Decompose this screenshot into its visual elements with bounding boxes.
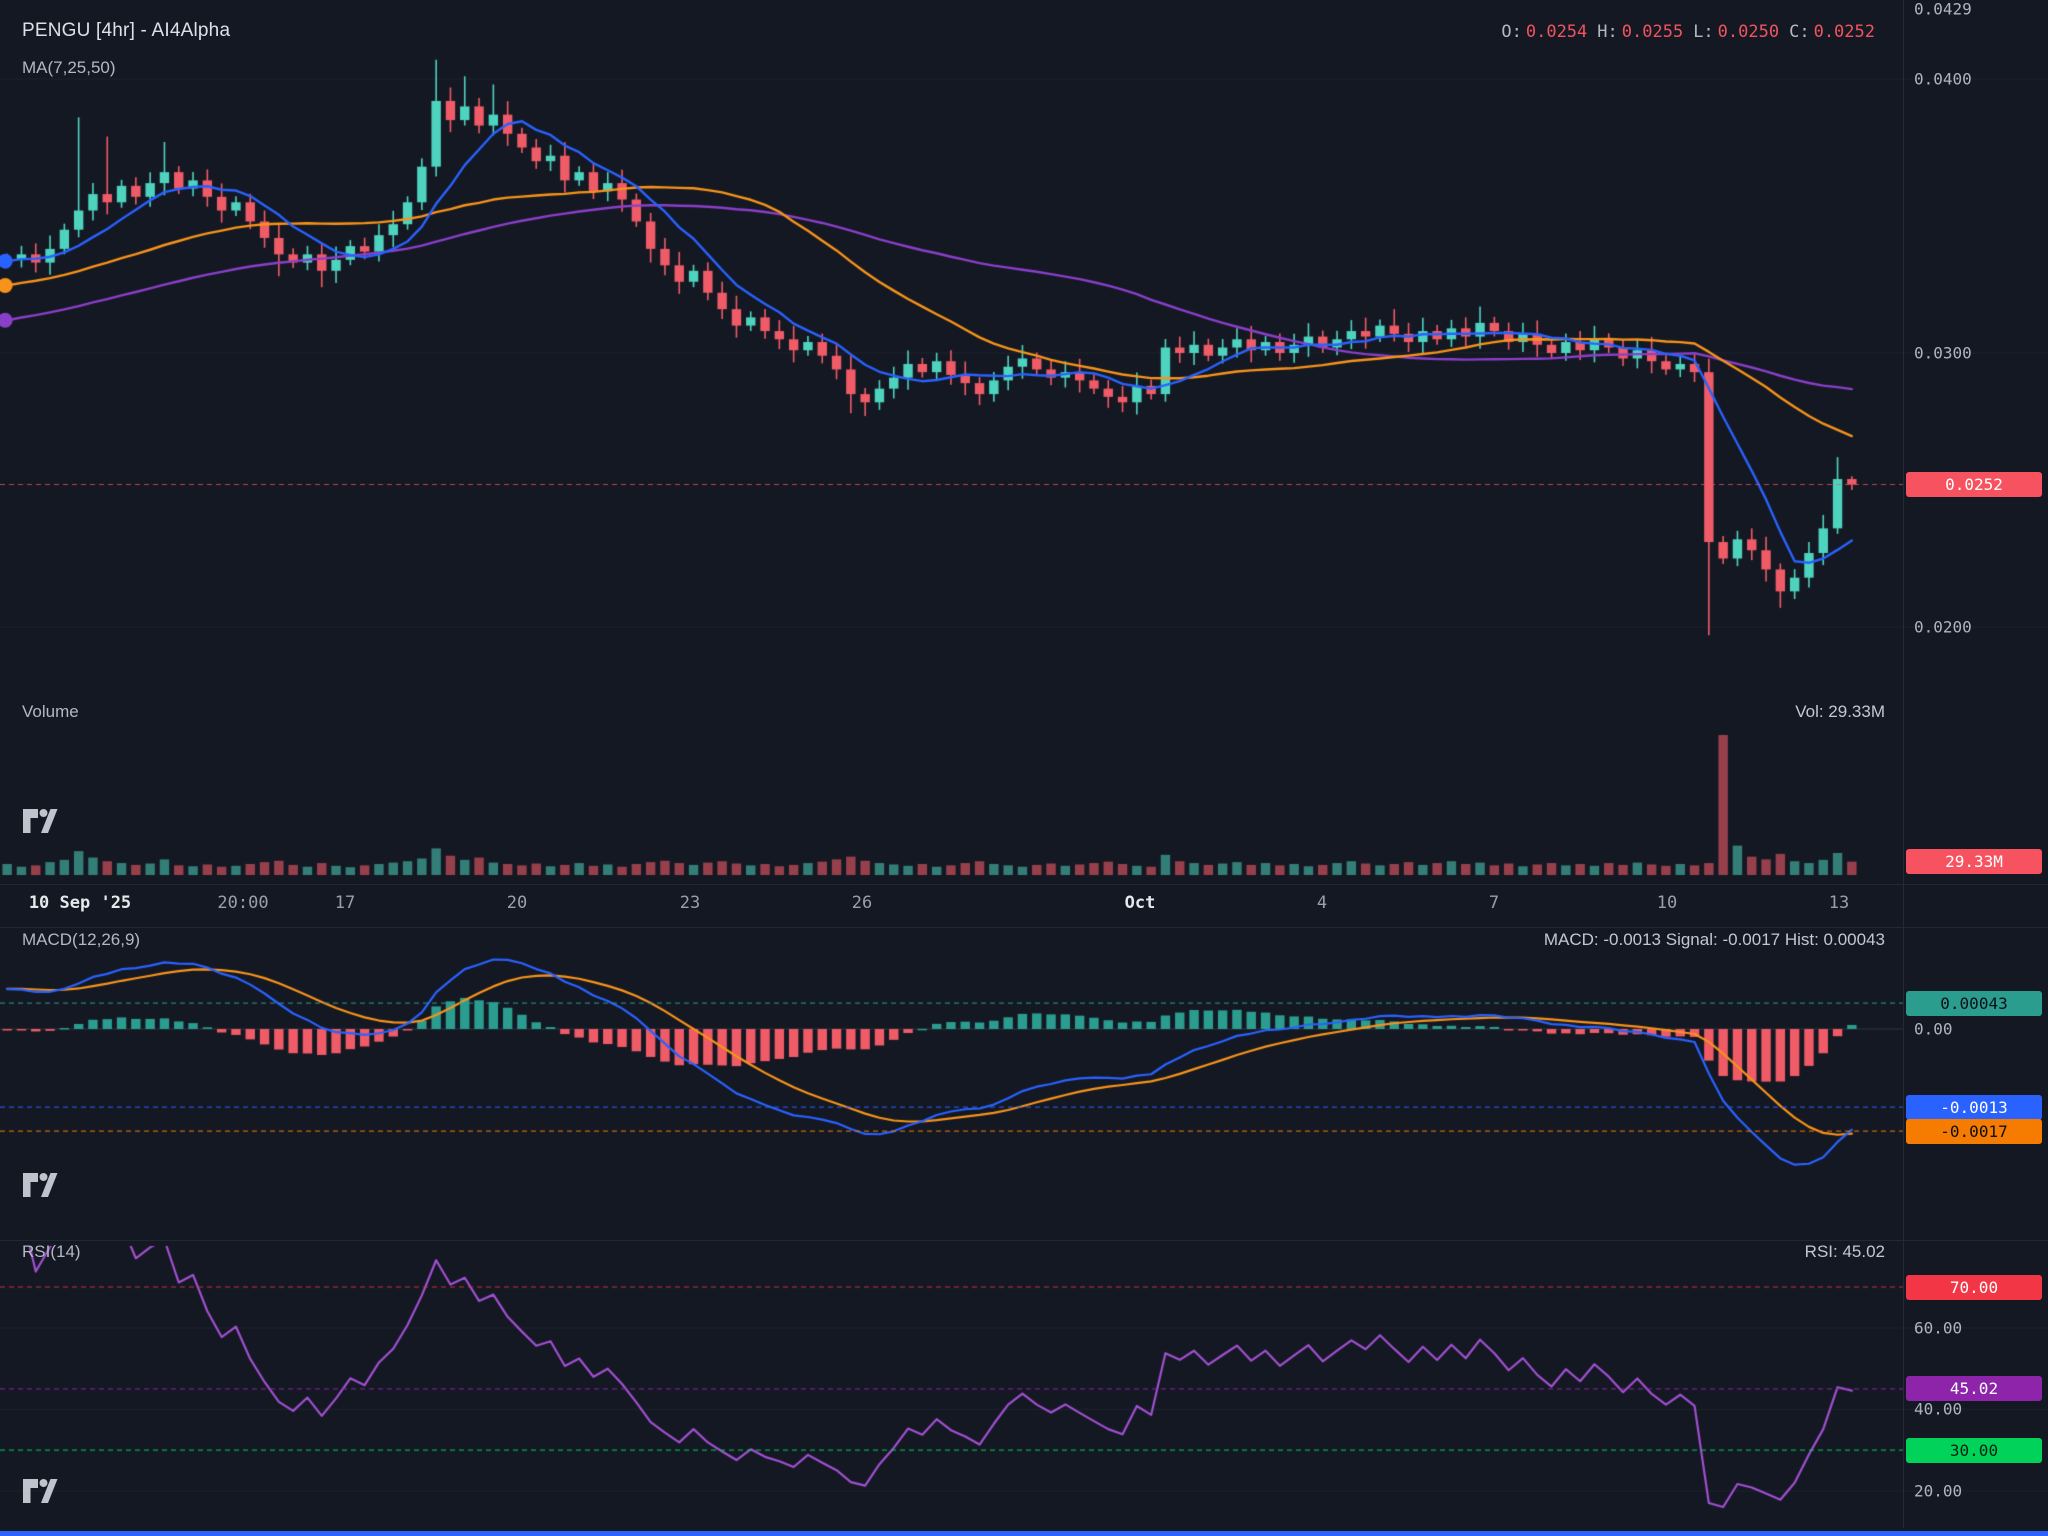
tradingview-logo-icon[interactable]: [20, 1170, 58, 1205]
rsi-axis-label: 40.00: [1914, 1399, 1963, 1419]
price-badge: 0.0252: [1906, 472, 2042, 498]
ohlc-readout: O: 0.0254 H: 0.0255 L: 0.0250 C: 0.0252: [1501, 22, 1885, 42]
ohlc-value: 0.0252: [1813, 22, 1875, 42]
pane-separator: [0, 1240, 2048, 1241]
rsi-indicator-label[interactable]: RSI(14): [22, 1242, 81, 1261]
ohlc-label: C:: [1789, 22, 1810, 42]
price-axis-label: 0.0429: [1914, 0, 1972, 19]
axis-separator: [1903, 0, 1904, 1528]
time-axis-label: 20: [506, 893, 528, 913]
ohlc-label: O:: [1501, 22, 1522, 42]
price-axis-label: 0.0400: [1914, 69, 1972, 89]
macd-indicator-label[interactable]: MACD(12,26,9): [22, 930, 141, 949]
symbol-title[interactable]: PENGU [4hr] - AI4Alpha: [22, 20, 231, 41]
time-axis-label: 13: [1828, 893, 1850, 913]
rsi-axis-label: 60.00: [1914, 1318, 1963, 1338]
volume-readout: Vol: 29.33M: [1795, 702, 1885, 721]
time-axis-label: 23: [679, 893, 701, 913]
time-axis-label: 4: [1316, 893, 1328, 913]
macd-axis-label: 0.00: [1914, 1019, 1953, 1039]
time-axis-label: 10: [1656, 893, 1678, 913]
time-axis-label: 7: [1488, 893, 1500, 913]
ohlc-value: 0.0254: [1525, 22, 1588, 42]
rsi-axis-label: 20.00: [1914, 1481, 1963, 1501]
ohlc-label: H:: [1597, 22, 1618, 42]
ma-indicator-label[interactable]: MA(7,25,50): [22, 58, 116, 77]
ohlc-label: L:: [1693, 22, 1714, 42]
volume-badge: 29.33M: [1906, 849, 2042, 875]
time-axis-label: 17: [334, 893, 356, 913]
rsi-lower-badge: 30.00: [1906, 1437, 2042, 1463]
tradingview-logo-icon[interactable]: [20, 806, 58, 841]
price-axis-label: 0.0200: [1914, 617, 1972, 637]
bottom-accent-bar: [0, 1531, 2048, 1536]
volume-indicator-label[interactable]: Volume: [22, 702, 79, 721]
ohlc-value: 0.0250: [1717, 22, 1780, 42]
rsi-readout: RSI: 45.02: [1804, 1242, 1885, 1261]
rsi-current-badge: 45.02: [1906, 1376, 2042, 1402]
time-axis-label: 26: [851, 893, 873, 913]
time-axis-label: 10 Sep '25: [28, 893, 132, 913]
rsi-upper-badge: 70.00: [1906, 1274, 2042, 1300]
time-axis-label: 20:00: [217, 893, 269, 913]
tradingview-logo-icon[interactable]: [20, 1476, 58, 1511]
ohlc-value: 0.0255: [1621, 22, 1684, 42]
price-axis-label: 0.0300: [1914, 343, 1972, 363]
pane-separator: [0, 927, 2048, 928]
macd-hist-badge: 0.00043: [1906, 990, 2042, 1016]
time-axis[interactable]: 10 Sep '25 20:00 17 20 23 26 Oct 4 7 10 13: [0, 884, 1903, 928]
macd-readout: MACD: -0.0013 Signal: -0.0017 Hist: 0.00…: [1543, 930, 1885, 949]
pane-separator: [0, 884, 2048, 885]
macd-signal-badge: -0.0017: [1906, 1118, 2042, 1144]
macd-line-badge: -0.0013: [1906, 1094, 2042, 1120]
time-axis-label: Oct: [1124, 893, 1156, 913]
